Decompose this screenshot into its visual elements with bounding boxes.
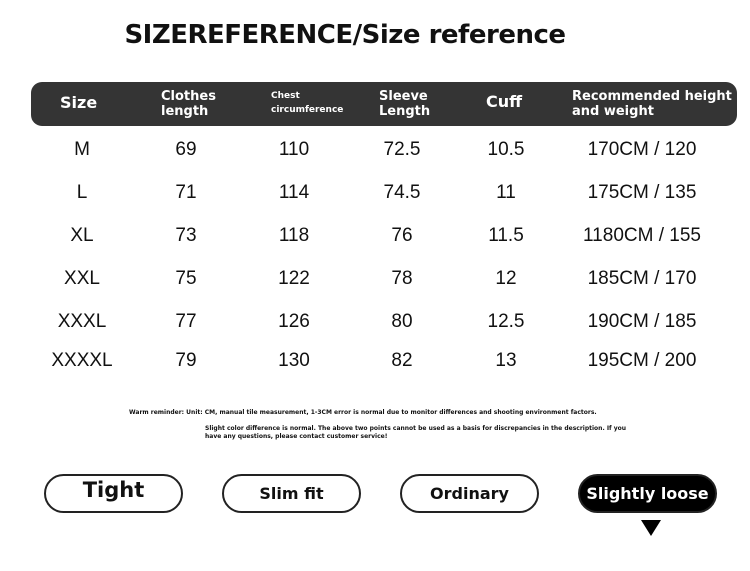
- cell-size: L: [76, 182, 88, 203]
- cell-size: XXL: [64, 268, 100, 289]
- cell-sleeve-length: 76: [391, 225, 413, 246]
- triangle-down-icon: [641, 520, 661, 536]
- cell-recommended: 195CM / 200: [587, 350, 697, 371]
- cell-recommended: 175CM / 135: [587, 182, 697, 203]
- cell-chest: 110: [278, 139, 310, 160]
- cell-recommended: 1180CM / 155: [583, 225, 701, 246]
- fit-tight-button[interactable]: Tight: [44, 474, 183, 513]
- header-clothes-length: Clothes length: [161, 89, 216, 119]
- cell-cuff: 10.5: [487, 139, 525, 160]
- cell-clothes-length: 71: [175, 182, 197, 203]
- cell-chest: 114: [278, 182, 310, 203]
- cell-size: XL: [70, 225, 94, 246]
- cell-size: XXXXL: [51, 350, 113, 371]
- cell-clothes-length: 79: [175, 350, 197, 371]
- fit-ordinary-button[interactable]: Ordinary: [400, 474, 539, 513]
- cell-cuff: 13: [495, 350, 517, 371]
- page-title: SIZEREFERENCE/Size reference: [124, 20, 566, 50]
- header-size: Size: [60, 93, 98, 112]
- header-sleeve: Sleeve Length: [379, 89, 431, 119]
- color-note: Slight color difference is normal. The a…: [205, 425, 627, 440]
- cell-chest: 130: [278, 350, 310, 371]
- cell-recommended: 190CM / 185: [587, 311, 697, 332]
- cell-sleeve-length: 80: [391, 311, 413, 332]
- cell-sleeve-length: 74.5: [383, 182, 421, 203]
- cell-size: M: [74, 139, 90, 160]
- cell-chest: 126: [278, 311, 310, 332]
- warm-reminder: Warm reminder: Unit: CM, manual tile mea…: [129, 409, 597, 416]
- cell-clothes-length: 69: [175, 139, 197, 160]
- fit-slightly-loose-button[interactable]: Slightly loose: [578, 474, 717, 513]
- fit-slim-button[interactable]: Slim fit: [222, 474, 361, 513]
- cell-sleeve-length: 72.5: [383, 139, 421, 160]
- header-recommended: Recommended height and weight: [572, 89, 732, 119]
- cell-size: XXXL: [57, 311, 107, 332]
- cell-clothes-length: 77: [175, 311, 197, 332]
- cell-chest: 118: [278, 225, 310, 246]
- cell-clothes-length: 75: [175, 268, 197, 289]
- cell-sleeve-length: 78: [391, 268, 413, 289]
- cell-recommended: 185CM / 170: [587, 268, 697, 289]
- table-header: Size Clothes length Chest circumference …: [31, 82, 737, 126]
- cell-sleeve-length: 82: [391, 350, 413, 371]
- cell-cuff: 11.5: [488, 225, 524, 246]
- header-cuff: Cuff: [486, 92, 523, 111]
- header-chest: Chest circumference: [271, 91, 344, 115]
- cell-clothes-length: 73: [175, 225, 197, 246]
- cell-recommended: 170CM / 120: [587, 139, 697, 160]
- cell-cuff: 12: [495, 268, 517, 289]
- cell-cuff: 12.5: [487, 311, 525, 332]
- cell-chest: 122: [278, 268, 310, 289]
- cell-cuff: 11: [496, 182, 516, 203]
